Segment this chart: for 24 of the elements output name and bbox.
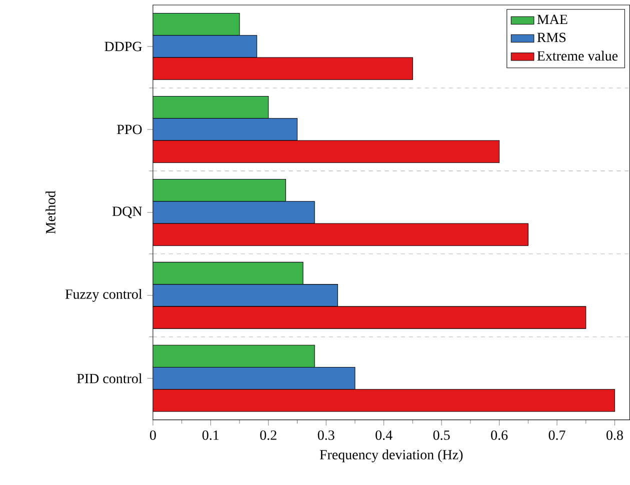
- bar: [152, 306, 586, 329]
- x-axis-title: Frequency deviation (Hz): [320, 450, 463, 462]
- x-tick-label: 0: [150, 430, 156, 440]
- x-tick-label: 0.1: [202, 430, 219, 440]
- x-tick-label: 0.3: [318, 430, 334, 440]
- legend-label: Extreme value: [537, 50, 618, 61]
- bar: [152, 57, 413, 80]
- y-tick-label: Fuzzy control: [65, 289, 142, 302]
- y-tick-label: DQN: [112, 206, 142, 218]
- x-tick-label: 0.8: [606, 430, 623, 440]
- x-tick-label: 0.2: [260, 430, 276, 440]
- x-tick-label: 0.5: [433, 430, 450, 440]
- y-axis-title: Method: [46, 190, 56, 234]
- legend-label: RMS: [537, 32, 566, 42]
- y-tick-label: PID control: [77, 374, 142, 384]
- bar: [152, 140, 500, 163]
- x-tick-label: 0.6: [491, 430, 508, 440]
- y-tick-label: DDPG: [104, 42, 142, 52]
- x-tick-label: 0.4: [376, 430, 392, 440]
- y-tick-label: PPO: [117, 124, 142, 134]
- bar: [152, 223, 528, 246]
- x-tick-label: 0.7: [548, 430, 566, 440]
- legend-label: MAE: [537, 14, 568, 24]
- bar: [152, 389, 615, 412]
